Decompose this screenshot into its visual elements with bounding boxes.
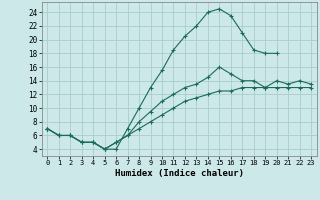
X-axis label: Humidex (Indice chaleur): Humidex (Indice chaleur) <box>115 169 244 178</box>
